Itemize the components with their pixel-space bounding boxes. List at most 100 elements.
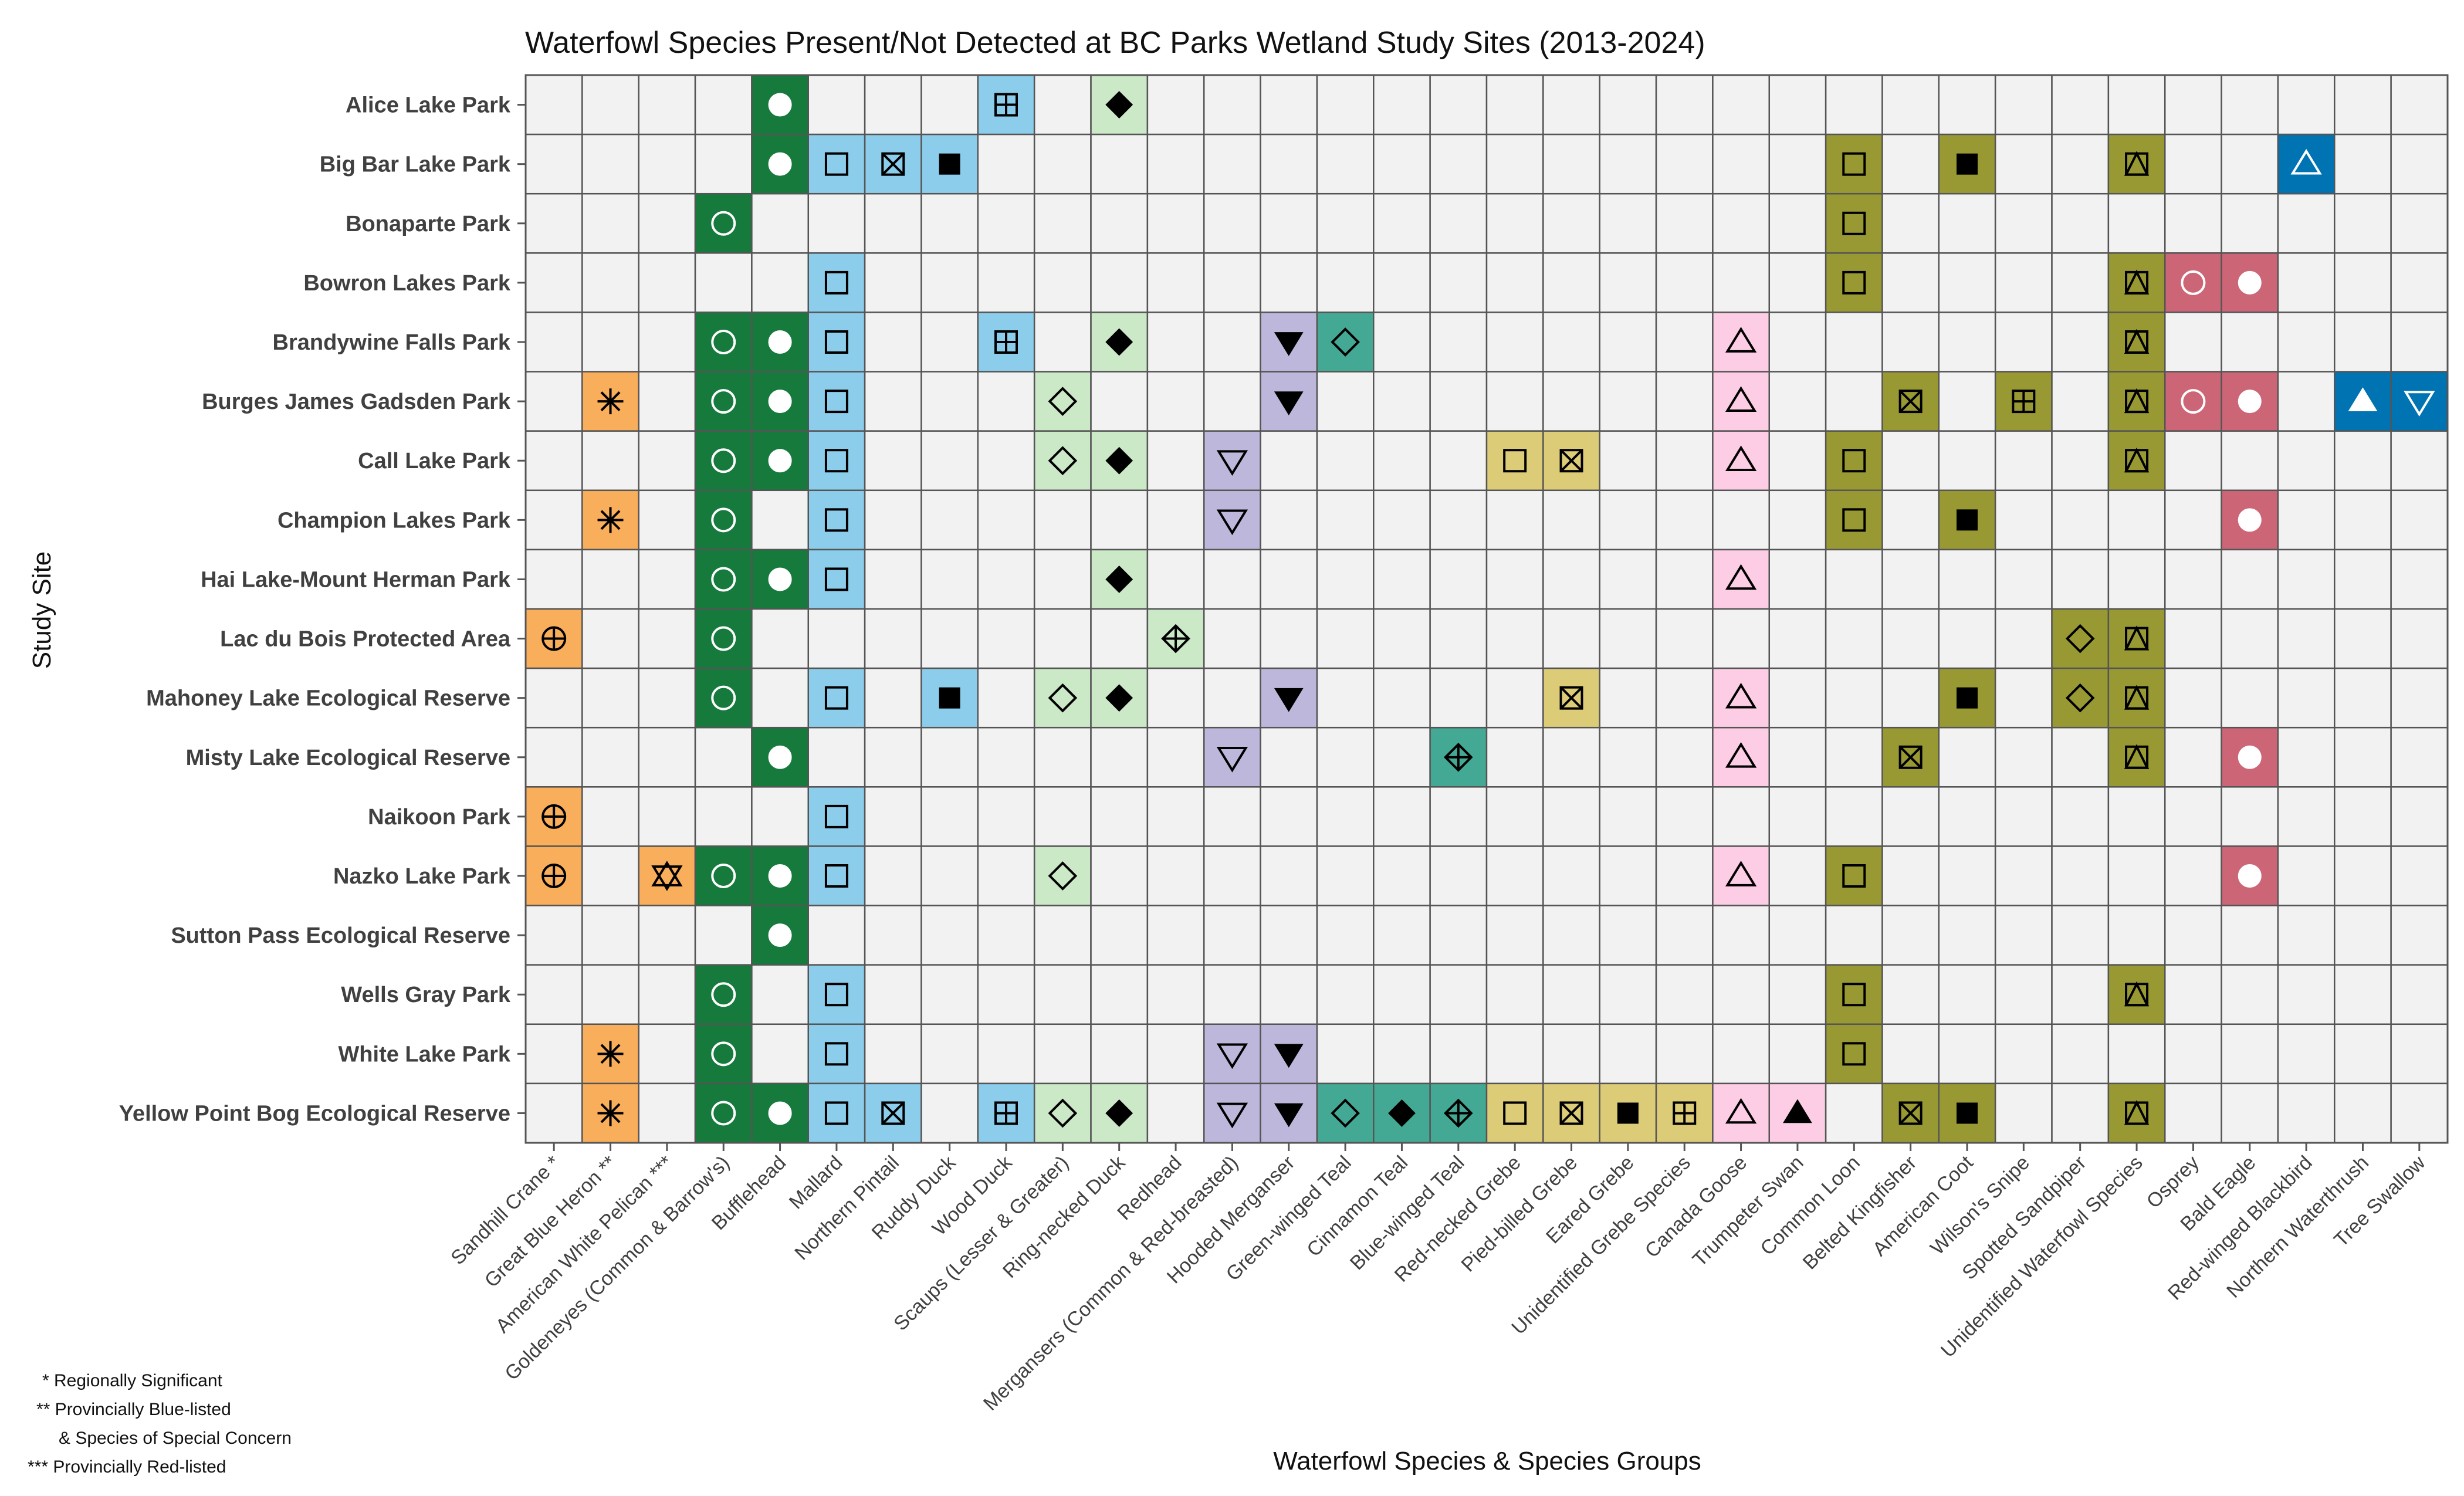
cell-brandywine-falls-park-unidentified-waterfowl-species <box>2107 312 2166 373</box>
cell-alice-lake-park-bufflehead <box>751 74 810 136</box>
cell-champion-lakes-park-goldeneyes-common-barrow-s <box>694 489 753 551</box>
marker-triangle-up-filled-icon <box>1783 1099 1812 1123</box>
cell-champion-lakes-park-hooded-merganser <box>1260 489 1318 551</box>
site-label-mahoney-lake-ecological-reserve: Mahoney Lake Ecological Reserve <box>146 686 510 711</box>
cell-yellow-point-bog-ecological-reserve-bufflehead <box>751 1082 810 1144</box>
cell-lac-du-bois-protected-area-ring-necked-duck <box>1090 608 1149 669</box>
cell-mahoney-lake-ecological-reserve-unidentified-waterfowl-species <box>2107 667 2166 729</box>
cell-sutton-pass-ecological-reserve-mallard <box>807 905 866 966</box>
marker-circle-plus-icon <box>541 864 567 888</box>
cell-white-lake-park-tree-swallow <box>2390 1023 2449 1085</box>
cell-nazko-lake-park-green-winged-teal <box>1316 845 1375 906</box>
cell-bonaparte-park-canada-goose <box>1712 192 1771 254</box>
cell-bowron-lakes-park-wilson-s-snipe <box>1994 252 2053 313</box>
cell-bowron-lakes-park-osprey <box>2164 252 2222 313</box>
cell-misty-lake-ecological-reserve-northern-waterthrush <box>2334 726 2392 788</box>
site-label-wells-gray-park: Wells Gray Park <box>341 983 511 1007</box>
cell-lac-du-bois-protected-area-tree-swallow <box>2390 608 2449 669</box>
cell-bowron-lakes-park-northern-waterthrush <box>2334 252 2392 313</box>
cell-brandywine-falls-park-ruddy-duck <box>920 312 979 373</box>
cell-yellow-point-bog-ecological-reserve-ring-necked-duck <box>1090 1082 1149 1144</box>
cell-burges-james-gadsden-park-common-loon <box>1825 371 1883 432</box>
cell-hai-lake-mount-herman-park-unidentified-waterfowl-species <box>2107 549 2166 610</box>
cell-brandywine-falls-park-mergansers-common-red-breasted <box>1203 312 1261 373</box>
cell-big-bar-lake-park-scaups-lesser-greater <box>1033 133 1092 195</box>
cell-white-lake-park-green-winged-teal <box>1316 1023 1375 1085</box>
cell-wells-gray-park-tree-swallow <box>2390 964 2449 1025</box>
cell-mahoney-lake-ecological-reserve-bufflehead <box>751 667 810 729</box>
marker-circle-filled-icon <box>2238 390 2262 414</box>
cell-call-lake-park-american-coot <box>1938 430 1996 492</box>
cell-white-lake-park-scaups-lesser-greater <box>1033 1023 1092 1085</box>
cell-hai-lake-mount-herman-park-bufflehead <box>751 549 810 610</box>
cell-hai-lake-mount-herman-park-wilson-s-snipe <box>1994 549 2053 610</box>
cell-call-lake-park-bald-eagle <box>2221 430 2279 492</box>
marker-diamond-open-icon <box>2065 624 2095 654</box>
marker-square-triangle-icon <box>2124 981 2150 1007</box>
marker-diamond-filled-icon <box>1105 566 1133 593</box>
cell-call-lake-park-ruddy-duck <box>920 430 979 492</box>
cell-naikoon-park-pied-billed-grebe <box>1542 786 1600 847</box>
cell-white-lake-park-sandhill-crane <box>524 1023 583 1085</box>
cell-champion-lakes-park-wilson-s-snipe <box>1994 489 2053 551</box>
cell-naikoon-park-trumpeter-swan <box>1768 786 1827 847</box>
cell-champion-lakes-park-spotted-sandpiper <box>2051 489 2110 551</box>
cell-burges-james-gadsden-park-blue-winged-teal <box>1429 371 1488 432</box>
cell-nazko-lake-park-mergansers-common-red-breasted <box>1203 845 1261 906</box>
cell-call-lake-park-unidentified-grebe-species <box>1655 430 1714 492</box>
cell-alice-lake-park-hooded-merganser <box>1260 74 1318 136</box>
cell-mahoney-lake-ecological-reserve-common-loon <box>1825 667 1883 729</box>
site-label-lac-du-bois-protected-area: Lac du Bois Protected Area <box>220 627 511 652</box>
cell-wells-gray-park-green-winged-teal <box>1316 964 1375 1025</box>
cell-burges-james-gadsden-park-northern-pintail <box>864 371 922 432</box>
cell-champion-lakes-park-common-loon <box>1825 489 1883 551</box>
marker-asterisk-icon <box>597 1100 624 1126</box>
cell-big-bar-lake-park-cinnamon-teal <box>1373 133 1431 195</box>
cell-white-lake-park-american-white-pelican <box>638 1023 696 1085</box>
cell-mahoney-lake-ecological-reserve-wilson-s-snipe <box>1994 667 2053 729</box>
marker-triangle-up-open-icon <box>2290 148 2322 175</box>
cell-white-lake-park-common-loon <box>1825 1023 1883 1085</box>
cell-lac-du-bois-protected-area-common-loon <box>1825 608 1883 669</box>
marker-triangle-up-open-icon <box>1725 445 1757 472</box>
marker-square-open-icon <box>1842 211 1866 235</box>
cell-yellow-point-bog-ecological-reserve-sandhill-crane <box>524 1082 583 1144</box>
marker-square-x-icon <box>1898 390 1923 414</box>
cell-bowron-lakes-park-northern-pintail <box>864 252 922 313</box>
cell-big-bar-lake-park-northern-waterthrush <box>2334 133 2392 195</box>
marker-square-filled-icon <box>939 687 960 709</box>
marker-square-triangle-icon <box>2124 447 2150 473</box>
cell-misty-lake-ecological-reserve-bufflehead <box>751 726 810 788</box>
cell-brandywine-falls-park-ring-necked-duck <box>1090 312 1149 373</box>
cell-big-bar-lake-park-spotted-sandpiper <box>2051 133 2110 195</box>
cell-wells-gray-park-northern-waterthrush <box>2334 964 2392 1025</box>
cell-big-bar-lake-park-american-coot <box>1938 133 1996 195</box>
cell-burges-james-gadsden-park-wilson-s-snipe <box>1994 371 2053 432</box>
cell-sutton-pass-ecological-reserve-northern-waterthrush <box>2334 905 2392 966</box>
cell-call-lake-park-trumpeter-swan <box>1768 430 1827 492</box>
cell-misty-lake-ecological-reserve-hooded-merganser <box>1260 726 1318 788</box>
cell-champion-lakes-park-ruddy-duck <box>920 489 979 551</box>
cell-champion-lakes-park-belted-kingfisher <box>1881 489 1940 551</box>
cell-wells-gray-park-bufflehead <box>751 964 810 1025</box>
cell-lac-du-bois-protected-area-american-coot <box>1938 608 1996 669</box>
cell-big-bar-lake-park-canada-goose <box>1712 133 1771 195</box>
marker-square-open-icon <box>824 686 848 710</box>
cell-white-lake-park-pied-billed-grebe <box>1542 1023 1600 1085</box>
cell-yellow-point-bog-ecological-reserve-great-blue-heron <box>581 1082 639 1144</box>
cell-white-lake-park-mergansers-common-red-breasted <box>1203 1023 1261 1085</box>
cell-champion-lakes-park-red-necked-grebe <box>1485 489 1544 551</box>
cell-alice-lake-park-unidentified-grebe-species <box>1655 74 1714 136</box>
cell-naikoon-park-unidentified-grebe-species <box>1655 786 1714 847</box>
cell-mahoney-lake-ecological-reserve-northern-waterthrush <box>2334 667 2392 729</box>
cell-sutton-pass-ecological-reserve-bufflehead <box>751 905 810 966</box>
cell-nazko-lake-park-trumpeter-swan <box>1768 845 1827 906</box>
marker-square-triangle-icon <box>2124 1099 2150 1125</box>
cell-alice-lake-park-american-white-pelican <box>638 74 696 136</box>
cell-lac-du-bois-protected-area-mallard <box>807 608 866 669</box>
cell-bowron-lakes-park-scaups-lesser-greater <box>1033 252 1092 313</box>
cell-mahoney-lake-ecological-reserve-wood-duck <box>977 667 1035 729</box>
marker-circle-filled-icon <box>768 449 792 473</box>
cell-bowron-lakes-park-sandhill-crane <box>524 252 583 313</box>
cell-champion-lakes-park-american-coot <box>1938 489 1996 551</box>
